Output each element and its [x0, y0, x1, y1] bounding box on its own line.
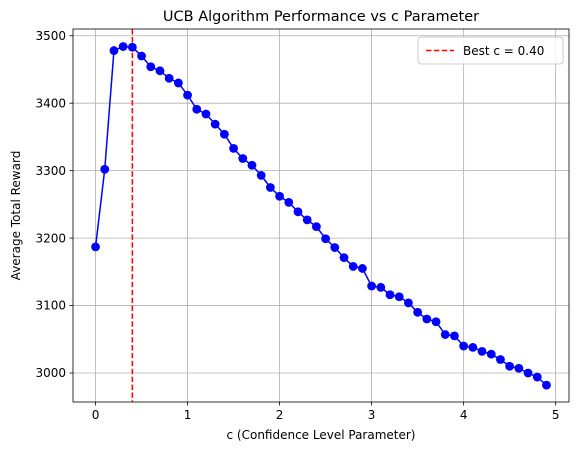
data-point — [330, 243, 340, 252]
data-point — [118, 42, 128, 51]
data-point — [284, 197, 294, 207]
x-axis-label: c (Confidence Level Parameter) — [227, 428, 416, 442]
x-tick-label: 2 — [276, 408, 284, 422]
data-point — [91, 242, 100, 252]
data-point — [404, 298, 413, 308]
y-tick-label: 3400 — [35, 96, 66, 110]
data-point — [321, 234, 331, 244]
x-tick-label: 1 — [184, 408, 192, 422]
data-point — [293, 207, 303, 217]
data-point — [311, 222, 321, 232]
legend-label-reference-line: Best c = 0.40 — [463, 44, 544, 58]
series-layer — [91, 42, 551, 390]
data-point — [376, 282, 386, 292]
data-point — [127, 42, 137, 52]
data-point — [146, 62, 156, 72]
data-point — [486, 349, 496, 359]
plot-frame — [72, 28, 570, 403]
data-point — [422, 314, 432, 324]
x-tick-label: 3 — [368, 408, 376, 422]
data-point — [477, 347, 487, 356]
data-point — [219, 129, 229, 139]
data-point — [247, 160, 257, 170]
ticks: 0 1 2 3 4 5 3000 3100 3200 3300 3400 3500 — [35, 29, 559, 422]
data-point — [468, 342, 478, 352]
data-point — [532, 372, 542, 382]
legend-box — [417, 36, 564, 65]
data-point — [238, 154, 248, 163]
data-point — [183, 90, 192, 100]
data-point — [385, 290, 395, 300]
y-tick-label: 3500 — [35, 29, 66, 43]
data-point — [413, 307, 423, 317]
data-point — [496, 355, 505, 364]
data-point — [523, 368, 533, 378]
y-tick-label: 3200 — [35, 231, 66, 245]
x-tick-label: 5 — [552, 408, 560, 422]
data-point — [192, 104, 202, 114]
data-point — [302, 215, 312, 225]
legend: Best c = 0.40 — [417, 36, 564, 65]
data-point — [137, 51, 146, 61]
y-tick-label: 3300 — [35, 164, 66, 178]
data-point — [275, 191, 284, 201]
data-point — [348, 262, 358, 271]
data-point — [431, 317, 441, 327]
data-point — [450, 331, 459, 341]
data-point — [339, 253, 349, 263]
data-point — [394, 292, 404, 302]
data-point — [109, 46, 119, 55]
data-point — [256, 170, 266, 180]
data-point — [201, 109, 211, 119]
x-tick-label: 0 — [92, 408, 100, 422]
x-tick-label: 4 — [460, 408, 468, 422]
data-point — [100, 164, 110, 174]
data-point — [440, 330, 450, 339]
y-tick-label: 3000 — [35, 366, 66, 380]
data-point — [229, 143, 238, 153]
data-point — [505, 361, 515, 371]
y-tick-label: 3100 — [35, 299, 66, 313]
data-point — [542, 380, 551, 390]
grid — [73, 29, 569, 402]
data-point — [514, 363, 524, 373]
data-point — [459, 341, 469, 351]
data-point — [210, 119, 220, 129]
data-point — [367, 281, 377, 291]
data-point — [358, 264, 367, 273]
y-axis-label: Average Total Reward — [9, 151, 23, 281]
data-point — [265, 183, 275, 192]
data-point — [173, 78, 183, 88]
chart-title: UCB Algorithm Performance vs c Parameter — [163, 9, 479, 25]
data-point — [164, 73, 174, 83]
data-point — [155, 66, 165, 76]
